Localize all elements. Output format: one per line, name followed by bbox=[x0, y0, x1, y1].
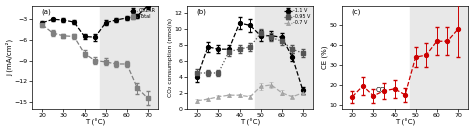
Text: (c): (c) bbox=[352, 9, 361, 15]
Text: (a): (a) bbox=[42, 9, 52, 15]
Text: (b): (b) bbox=[197, 9, 207, 15]
Bar bbox=[100, 6, 158, 109]
Y-axis label: CE (%): CE (%) bbox=[322, 45, 328, 69]
X-axis label: T (°C): T (°C) bbox=[395, 119, 415, 126]
X-axis label: T (°C): T (°C) bbox=[240, 119, 260, 126]
Legend: -1.1 V, -0.95 V, -0.7 V: -1.1 V, -0.95 V, -0.7 V bbox=[284, 8, 311, 26]
X-axis label: T (°C): T (°C) bbox=[85, 119, 105, 126]
Y-axis label: CO₂ consumption (nmol/s): CO₂ consumption (nmol/s) bbox=[168, 18, 173, 97]
Text: CO: CO bbox=[376, 87, 386, 93]
Y-axis label: j (mA/cm²): j (mA/cm²) bbox=[6, 39, 13, 76]
Bar bbox=[255, 6, 313, 109]
Bar bbox=[410, 6, 468, 109]
Legend: CO2RR, Total: CO2RR, Total bbox=[129, 8, 156, 20]
